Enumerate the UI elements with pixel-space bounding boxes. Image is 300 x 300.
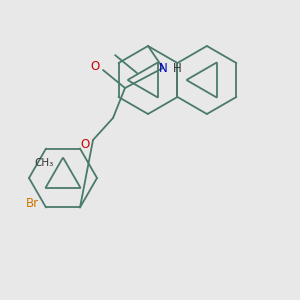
Text: O: O [90, 59, 100, 73]
Text: H: H [172, 61, 182, 74]
Text: CH₃: CH₃ [34, 158, 54, 168]
Text: O: O [80, 137, 90, 151]
Text: Br: Br [26, 197, 39, 210]
Text: N: N [159, 61, 167, 74]
